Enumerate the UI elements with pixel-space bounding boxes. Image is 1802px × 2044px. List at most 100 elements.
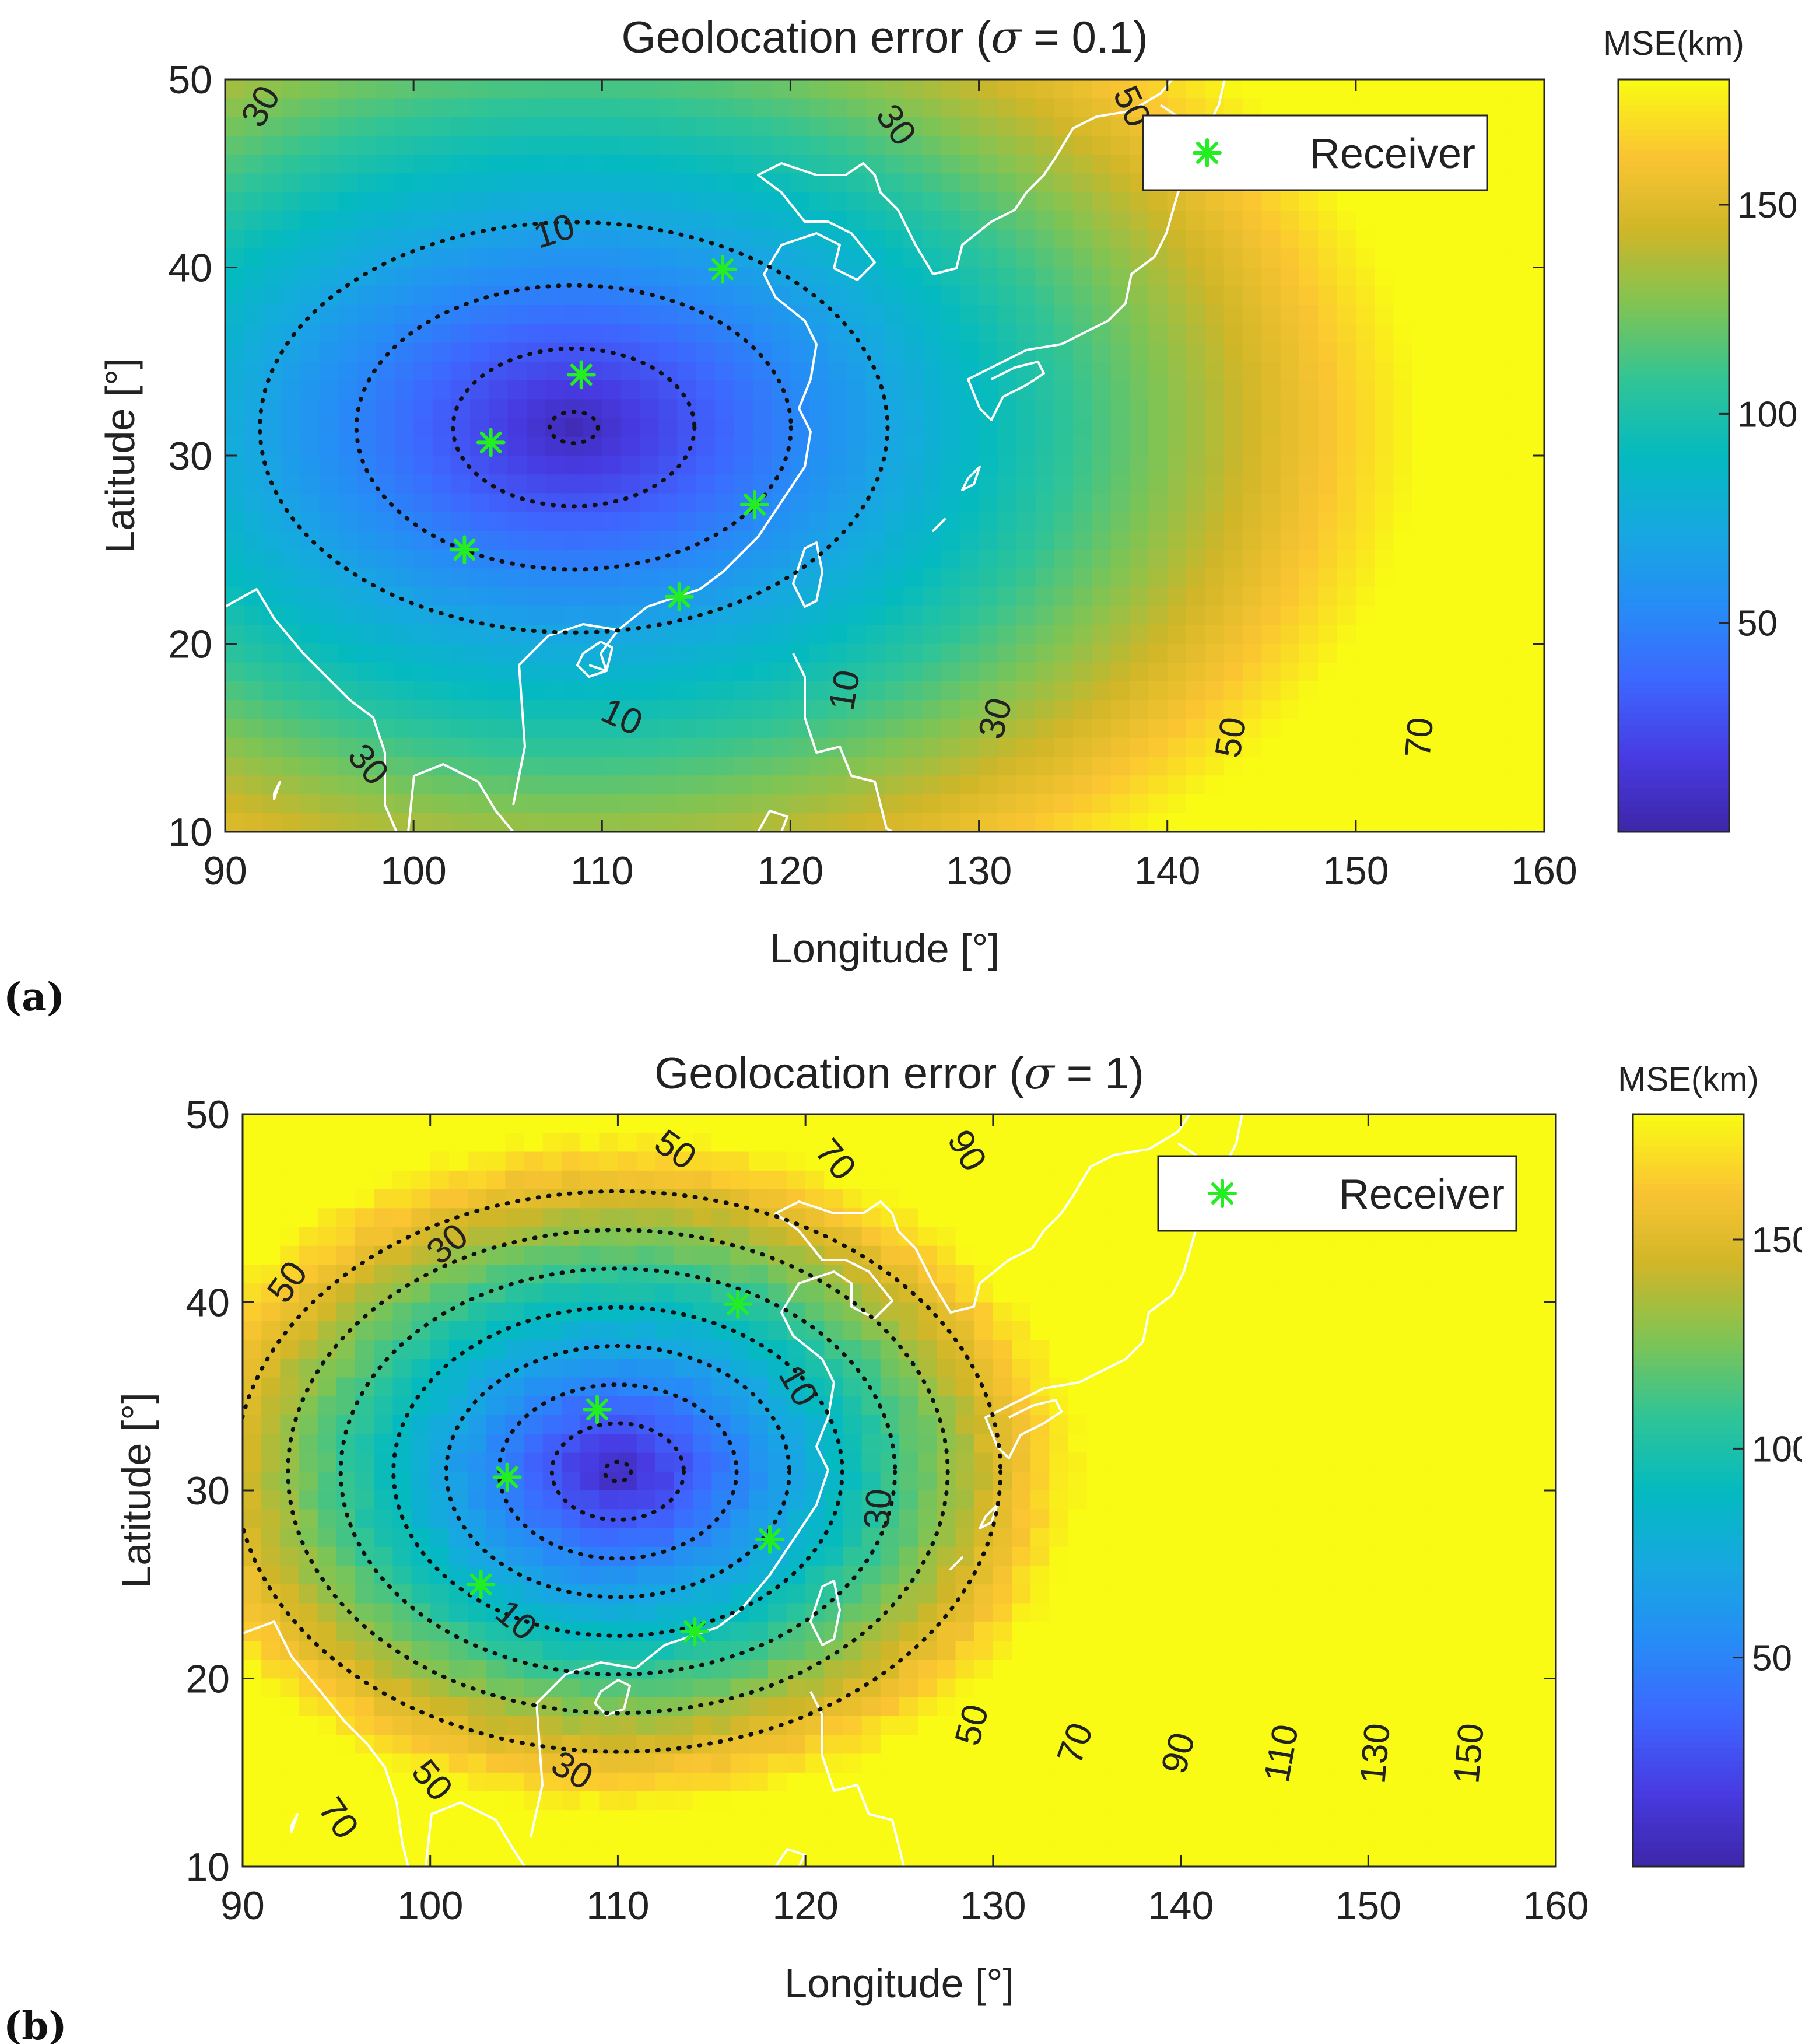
heatmap-cell (336, 1754, 356, 1773)
heatmap-cell (843, 1829, 863, 1849)
heatmap-cell (225, 192, 245, 212)
legend-box-a (1142, 114, 1488, 191)
heatmap-cell (244, 456, 264, 475)
heatmap-cell (505, 1678, 525, 1698)
heatmap-cell (734, 380, 753, 400)
heatmap-cell (960, 192, 980, 212)
heatmap-cell (355, 1283, 374, 1303)
heatmap-cell (430, 1265, 450, 1284)
heatmap-cell (262, 737, 282, 757)
colorbar-band (1618, 493, 1729, 501)
heatmap-cell (979, 794, 998, 814)
heatmap-cell (599, 1359, 619, 1378)
heatmap-cell (734, 474, 753, 494)
heatmap-cell (772, 719, 791, 738)
heatmap-cell (243, 1509, 262, 1529)
heatmap-cell (752, 192, 772, 212)
heatmap-cell (993, 1641, 1012, 1660)
heatmap-cell (470, 79, 490, 99)
heatmap-cell (937, 1396, 956, 1416)
colorbar-band (1618, 186, 1729, 193)
heatmap-cell (580, 1133, 600, 1153)
heatmap-cell (1261, 794, 1281, 814)
heatmap-cell (1105, 1283, 1125, 1303)
heatmap-cell (524, 1641, 544, 1660)
heatmap-cell (1035, 436, 1055, 456)
heatmap-cell (319, 342, 339, 362)
heatmap-cell (861, 1133, 881, 1153)
heatmap-cell (861, 1396, 881, 1416)
heatmap-cell (1054, 173, 1074, 193)
heatmap-cell (583, 324, 603, 344)
heatmap-cell (299, 1340, 318, 1359)
heatmap-cell (1124, 1227, 1144, 1247)
heatmap-cell (1261, 324, 1281, 344)
heatmap-cell (674, 1359, 693, 1378)
heatmap-cell (749, 1283, 769, 1303)
heatmap-cell (639, 512, 659, 531)
heatmap-cell (1525, 436, 1544, 456)
heatmap-cell (376, 606, 395, 625)
heatmap-cell (505, 1509, 525, 1529)
heatmap-cell (1049, 1622, 1069, 1642)
heatmap-cell (937, 1641, 956, 1660)
heatmap-cell (317, 1208, 337, 1228)
heatmap-cell (1148, 361, 1168, 381)
heatmap-cell (1393, 286, 1413, 306)
heatmap-cell (470, 474, 490, 494)
heatmap-cell (507, 155, 527, 174)
heatmap-cell (1148, 286, 1168, 306)
heatmap-cell (527, 681, 546, 701)
heatmap-cell (997, 286, 1017, 306)
heatmap-cell (847, 550, 867, 569)
heatmap-cell (1375, 211, 1394, 230)
heatmap-cell (843, 1377, 863, 1397)
heatmap-cell (1110, 436, 1130, 456)
heatmap-cell (847, 249, 867, 268)
heatmap-cell (955, 1810, 975, 1830)
heatmap-cell (505, 1245, 525, 1265)
receiver-marker (664, 582, 694, 611)
heatmap-cell (317, 1471, 337, 1491)
heatmap-cell (1393, 361, 1413, 381)
heatmap-cell (430, 1170, 450, 1190)
heatmap-cell (564, 550, 584, 569)
heatmap-cell (941, 456, 960, 475)
heatmap-cell (1280, 550, 1300, 569)
heatmap-cell (225, 230, 245, 249)
heatmap-cell (583, 813, 603, 832)
heatmap-cell (865, 474, 885, 494)
heatmap-cell (1299, 230, 1319, 249)
heatmap-cell (1261, 493, 1281, 513)
heatmap-cell (979, 606, 998, 625)
heatmap-cell (922, 117, 942, 136)
heatmap-cell (564, 474, 584, 494)
heatmap-cell (319, 155, 339, 174)
heatmap-cell (1054, 512, 1074, 531)
heatmap-cell (413, 456, 433, 475)
heatmap-cell (696, 418, 716, 438)
heatmap-cell (470, 587, 490, 607)
heatmap-cell (918, 1415, 938, 1434)
heatmap-cell (545, 550, 565, 569)
heatmap-cell (955, 1772, 975, 1792)
heatmap-cell (636, 1434, 656, 1454)
heatmap-cell (355, 1189, 374, 1209)
heatmap-cell (394, 361, 414, 381)
heatmap-cell (527, 474, 546, 494)
heatmap-cell (448, 1772, 468, 1792)
heatmap-cell (1012, 1509, 1031, 1529)
heatmap-cell (899, 1509, 918, 1529)
heatmap-cell (527, 775, 546, 795)
heatmap-cell (413, 700, 433, 720)
heatmap-cell (411, 1584, 431, 1604)
heatmap-cell (1280, 493, 1300, 513)
heatmap-cell (411, 1622, 431, 1642)
heatmap-cell (865, 286, 885, 306)
heatmap-cell (413, 625, 433, 645)
heatmap-cell (790, 813, 810, 832)
heatmap-cell (715, 625, 735, 645)
heatmap-cell (1148, 474, 1168, 494)
heatmap-cell (711, 1265, 731, 1284)
heatmap-cell (432, 456, 452, 475)
